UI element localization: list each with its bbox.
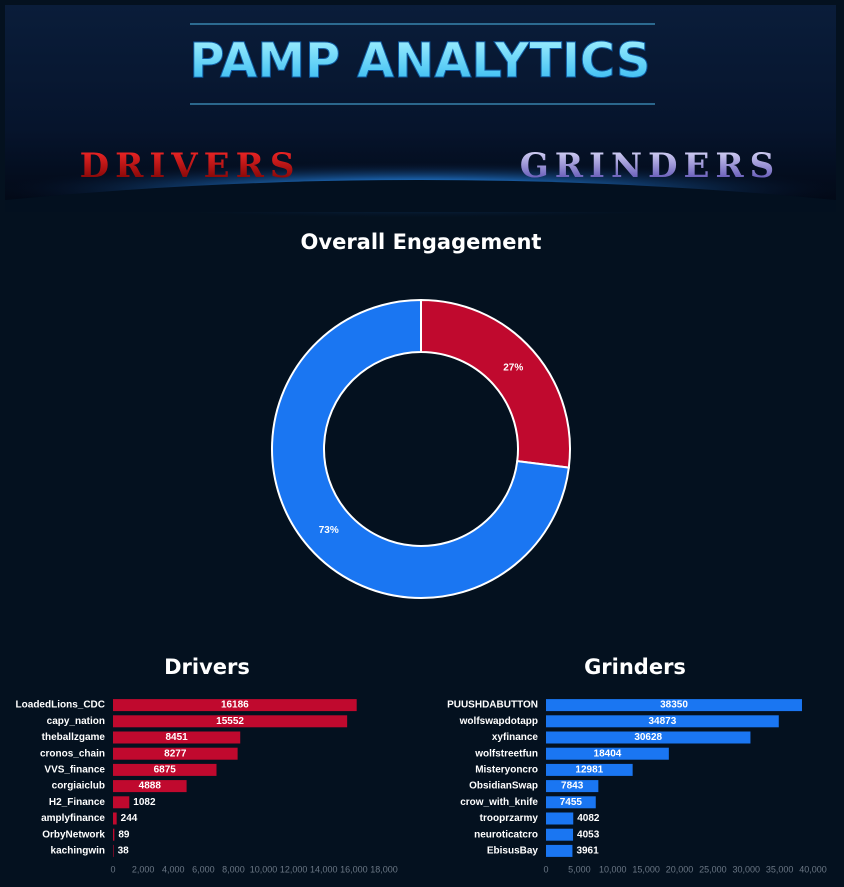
- slice-label: 73%: [319, 525, 339, 536]
- bar: [546, 699, 802, 712]
- x-tick-label: 30,000: [732, 864, 760, 874]
- x-tick-label: 15,000: [632, 864, 660, 874]
- category-label: wolfswapdotapp: [459, 716, 538, 727]
- value-label: 4053: [577, 829, 600, 840]
- x-tick-label: 40,000: [799, 864, 827, 874]
- bar: [546, 780, 599, 793]
- value-label: 12981: [575, 765, 603, 776]
- bar: [546, 844, 573, 857]
- bar: [113, 812, 117, 825]
- value-label: 244: [121, 813, 138, 824]
- category-label: kachingwin: [51, 846, 105, 857]
- category-label: capy_nation: [47, 716, 105, 727]
- category-label: EbisusBay: [487, 846, 539, 857]
- bar: [546, 715, 779, 728]
- bar: [113, 715, 348, 728]
- bar: [113, 828, 115, 841]
- category-label: cronos_chain: [40, 748, 105, 759]
- banner: PAMP ANALYTICS DRIVERS GRINDERS: [0, 5, 840, 218]
- value-label: 16186: [221, 700, 249, 711]
- x-tick-label: 6,000: [192, 864, 215, 874]
- planet: [5, 180, 836, 212]
- bar: [113, 844, 114, 857]
- value-label: 4082: [577, 813, 600, 824]
- bar: [113, 796, 130, 809]
- category-label: neuroticatcro: [474, 829, 538, 840]
- x-tick-label: 25,000: [699, 864, 727, 874]
- value-label: 18404: [594, 748, 622, 759]
- value-label: 8277: [164, 748, 187, 759]
- bar: [113, 747, 238, 760]
- x-tick-label: 0: [543, 864, 548, 874]
- pie-slice: [271, 298, 570, 599]
- banner-title: PAMP ANALYTICS: [189, 33, 650, 89]
- value-label: 8451: [165, 732, 188, 743]
- value-label: 38: [118, 846, 130, 857]
- x-tick-label: 18,000: [370, 864, 398, 874]
- category-label: corgiaiclub: [52, 781, 105, 792]
- value-label: 15552: [216, 716, 244, 727]
- bar: [546, 812, 574, 825]
- x-tick-label: 8,000: [222, 864, 245, 874]
- value-label: 30628: [634, 732, 662, 743]
- banner-right-label: GRINDERS: [520, 146, 780, 186]
- bar: [113, 699, 357, 712]
- value-label: 4888: [139, 781, 162, 792]
- x-tick-label: 16,000: [340, 864, 368, 874]
- category-label: wolfstreetfun: [474, 748, 538, 759]
- bar: [546, 796, 596, 809]
- category-label: VVS_finance: [44, 765, 105, 776]
- x-tick-label: 35,000: [766, 864, 794, 874]
- category-label: PUUSHDABUTTON: [447, 700, 538, 711]
- bar: [113, 780, 187, 793]
- x-tick-label: 20,000: [666, 864, 694, 874]
- category-label: trooprzarmy: [480, 813, 539, 824]
- value-label: 1082: [133, 797, 156, 808]
- bar: [113, 763, 217, 776]
- x-tick-label: 10,000: [599, 864, 627, 874]
- bar: [546, 747, 669, 760]
- bar: [113, 731, 241, 744]
- x-tick-label: 5,000: [568, 864, 591, 874]
- chart-title: Grinders: [584, 655, 686, 679]
- value-label: 38350: [660, 700, 688, 711]
- category-label: amplyfinance: [41, 813, 105, 824]
- category-label: theballzgame: [42, 732, 106, 743]
- category-label: LoadedLions_CDC: [16, 700, 105, 711]
- category-label: ObsidianSwap: [469, 781, 538, 792]
- value-label: 34873: [648, 716, 676, 727]
- value-label: 6875: [154, 765, 177, 776]
- category-label: crow_with_knife: [460, 797, 538, 808]
- value-label: 7843: [561, 781, 584, 792]
- category-label: OrbyNetwork: [42, 829, 105, 840]
- category-label: Misteryoncro: [475, 765, 538, 776]
- slice-label: 27%: [503, 362, 523, 373]
- bar: [546, 828, 574, 841]
- x-tick-label: 4,000: [162, 864, 185, 874]
- x-tick-label: 10,000: [250, 864, 278, 874]
- value-label: 89: [118, 829, 130, 840]
- category-label: H2_Finance: [49, 797, 106, 808]
- x-tick-label: 2,000: [132, 864, 155, 874]
- x-tick-label: 0: [110, 864, 115, 874]
- x-tick-label: 14,000: [310, 864, 338, 874]
- banner-left-label: DRIVERS: [80, 146, 301, 186]
- bar: [546, 763, 633, 776]
- chart-title: Overall Engagement: [301, 230, 542, 254]
- x-tick-label: 12,000: [280, 864, 308, 874]
- bar: [546, 731, 751, 744]
- value-label: 7455: [560, 797, 583, 808]
- category-label: xyfinance: [492, 732, 539, 743]
- chart-title: Drivers: [164, 655, 250, 679]
- pie-slice: [420, 298, 571, 469]
- value-label: 3961: [576, 846, 599, 857]
